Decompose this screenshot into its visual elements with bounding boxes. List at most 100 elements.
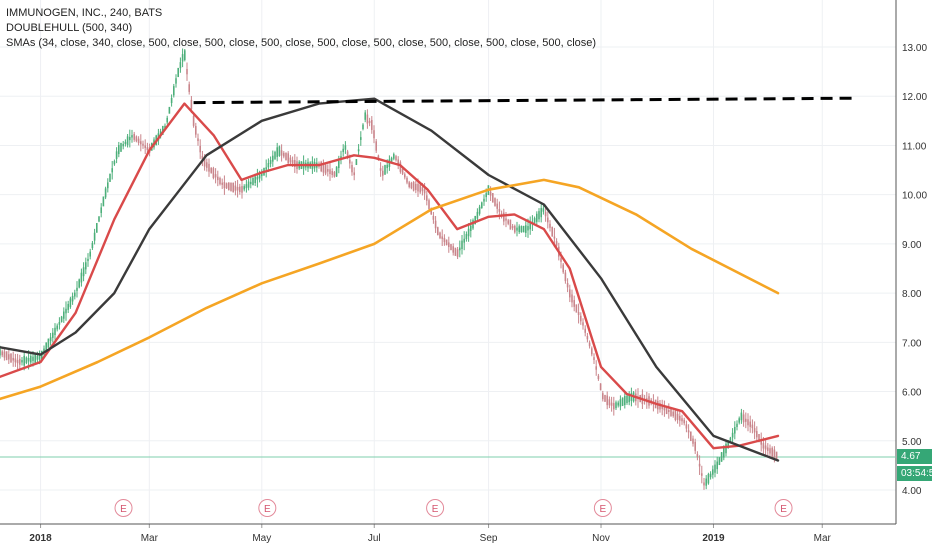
candle-body xyxy=(294,160,296,167)
candle-body xyxy=(734,426,736,434)
candle-body xyxy=(78,279,80,288)
candle-body xyxy=(104,188,107,198)
candle-body xyxy=(5,351,8,361)
candle-body xyxy=(54,327,56,336)
y-tick-label: 6.00 xyxy=(902,388,922,399)
candle-body xyxy=(450,244,452,251)
candle-body xyxy=(382,170,384,176)
candle-body xyxy=(173,86,175,96)
candle-body xyxy=(362,124,364,130)
candle-body xyxy=(71,295,74,302)
candle-body xyxy=(729,437,732,443)
candle-body xyxy=(423,189,426,194)
candle-body xyxy=(753,428,756,433)
candle-body xyxy=(245,184,248,189)
candle-body xyxy=(520,226,523,233)
candle-body xyxy=(265,167,267,170)
candle-body xyxy=(27,358,30,362)
candle-body xyxy=(723,447,725,458)
candle-body xyxy=(428,200,430,210)
candle-body xyxy=(190,99,193,110)
candle-body xyxy=(417,184,419,192)
candle-body xyxy=(533,218,536,223)
candle-body xyxy=(725,443,727,454)
candle-body xyxy=(720,452,723,462)
candle-body xyxy=(467,228,470,237)
candle-body xyxy=(327,169,329,172)
candle-body xyxy=(188,84,190,92)
candle-body xyxy=(351,165,353,173)
candle-body xyxy=(45,342,47,352)
candle-body xyxy=(547,217,549,223)
candle-body xyxy=(258,174,261,179)
candle-body xyxy=(232,182,234,193)
candle-body xyxy=(225,183,228,189)
candle-body xyxy=(177,67,179,78)
candle-body xyxy=(439,232,441,239)
earnings-marker-label: E xyxy=(264,504,271,515)
candle-body xyxy=(14,358,17,363)
candle-body xyxy=(619,399,622,407)
candle-body xyxy=(740,412,743,421)
candle-body xyxy=(593,357,595,361)
candle-body xyxy=(170,97,173,104)
candle-body xyxy=(140,141,142,145)
candle-body xyxy=(692,438,694,444)
candle-body xyxy=(192,115,195,126)
candle-body xyxy=(186,68,188,75)
candle-body xyxy=(241,186,243,193)
candle-body xyxy=(437,227,439,236)
candle-body xyxy=(661,406,663,409)
candle-body xyxy=(19,358,21,365)
candle-body xyxy=(49,337,52,342)
candle-body xyxy=(199,145,201,153)
candle-body xyxy=(681,418,683,422)
candle-body xyxy=(212,168,215,179)
x-tick-label: Nov xyxy=(592,533,610,544)
ma-line-3 xyxy=(0,178,780,401)
x-tick-label: Jul xyxy=(368,533,381,544)
candle-body xyxy=(67,303,69,310)
candle-body xyxy=(91,242,94,249)
candle-body xyxy=(705,478,707,486)
candle-body xyxy=(617,402,619,406)
candle-body xyxy=(47,338,50,348)
candle-body xyxy=(214,174,217,178)
candle-body xyxy=(597,375,600,380)
candle-body xyxy=(404,174,406,178)
candle-body xyxy=(698,463,701,467)
candle-body xyxy=(118,145,120,155)
candle-body xyxy=(494,198,496,206)
candle-body xyxy=(390,157,393,162)
candle-body xyxy=(239,186,241,192)
candle-body xyxy=(536,213,538,222)
candle-body xyxy=(384,165,386,175)
candle-body xyxy=(397,159,399,166)
candle-body xyxy=(769,448,771,454)
candle-body xyxy=(476,211,479,219)
candle-body xyxy=(74,292,76,297)
candle-body xyxy=(349,159,351,164)
candle-body xyxy=(615,402,617,409)
candle-body xyxy=(135,136,138,142)
candle-body xyxy=(564,272,567,282)
candle-body xyxy=(96,223,98,233)
candle-body xyxy=(21,360,23,363)
candle-body xyxy=(527,226,529,231)
candle-body xyxy=(742,414,745,423)
candle-body xyxy=(373,130,375,139)
candle-body xyxy=(553,236,556,239)
candle-body xyxy=(267,163,270,168)
candle-body xyxy=(120,143,122,152)
candle-body xyxy=(549,223,551,228)
candle-body xyxy=(586,335,589,340)
legend-smas: SMAs (34, close, 340, close, 500, close,… xyxy=(6,37,597,49)
candle-body xyxy=(12,357,14,361)
candle-body xyxy=(443,237,446,243)
candle-body xyxy=(393,154,395,159)
earnings-marker xyxy=(426,499,445,517)
candle-body xyxy=(395,156,397,161)
candle-body xyxy=(571,294,573,303)
candle-body xyxy=(82,267,85,277)
